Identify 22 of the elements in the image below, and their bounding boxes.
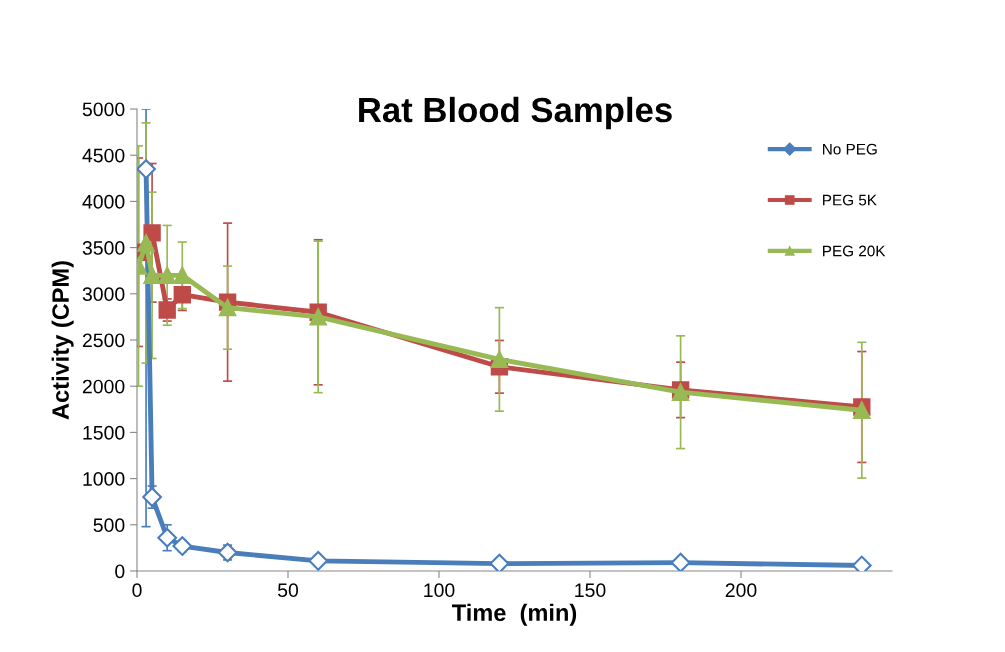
y-tick-label: 500 — [93, 518, 125, 533]
x-tick-label: 50 — [277, 583, 299, 598]
legend-label: PEG 20K — [823, 245, 886, 257]
legend-label: PEG 5K — [823, 194, 877, 206]
y-tick-label: 0 — [115, 564, 125, 579]
y-tick-label: 5000 — [82, 102, 125, 117]
y-tick-label: 4000 — [82, 194, 125, 209]
x-tick-label: 0 — [132, 583, 142, 598]
y-tick-label: 3000 — [82, 287, 125, 302]
x-tick-label: 150 — [575, 583, 606, 598]
chart-title: Rat Blood Samples — [359, 96, 672, 130]
legend-label: No PEG — [823, 143, 877, 155]
y-tick-label: 2000 — [82, 379, 125, 394]
y-tick-label: 2500 — [82, 333, 125, 348]
y-tick-label: 1500 — [83, 425, 125, 440]
y-tick-label: 4500 — [82, 148, 125, 163]
y-tick-label: 3500 — [82, 241, 125, 255]
y-tick-label: 1000 — [83, 472, 125, 486]
x-tick-label: 100 — [424, 583, 455, 598]
x-tick-label: 200 — [725, 583, 757, 598]
y-axis-title: Activity (CPM) — [51, 261, 74, 420]
x-axis-title: Time (min) — [452, 603, 577, 626]
